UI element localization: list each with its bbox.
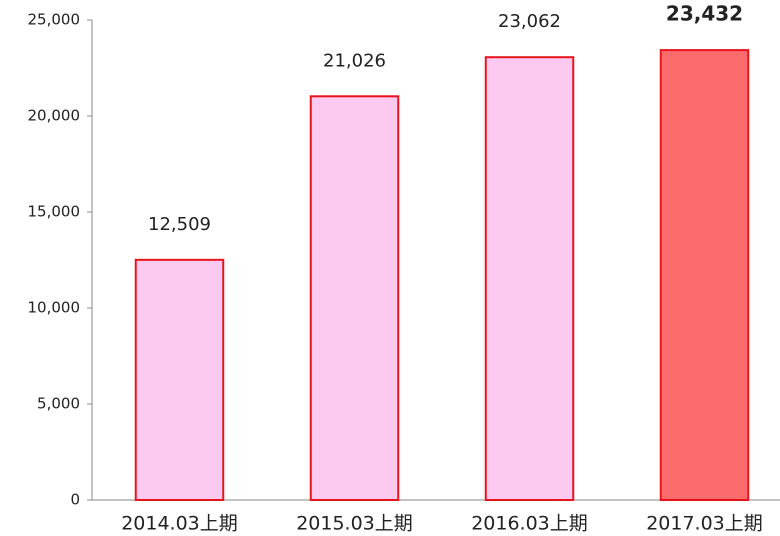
y-tick-label: 10,000 (28, 299, 81, 317)
value-label: 23,432 (666, 2, 743, 26)
y-tick-label: 20,000 (28, 107, 81, 125)
bar (484, 56, 575, 502)
bar (309, 95, 400, 501)
x-tick-label: 2014.03上期 (121, 513, 238, 535)
value-label: 21,026 (323, 50, 386, 71)
x-tick-label: 2015.03上期 (296, 513, 413, 535)
y-tick-label: 5,000 (37, 395, 80, 413)
bar (134, 258, 225, 502)
value-label: 12,509 (148, 214, 211, 235)
x-tick-label: 2017.03上期 (646, 513, 763, 535)
value-label: 23,062 (498, 11, 561, 32)
y-tick-label: 25,000 (28, 11, 81, 29)
y-tick-label: 0 (70, 491, 80, 509)
x-tick-label: 2016.03上期 (471, 513, 588, 535)
y-tick-label: 15,000 (28, 203, 81, 221)
bar (659, 49, 750, 502)
